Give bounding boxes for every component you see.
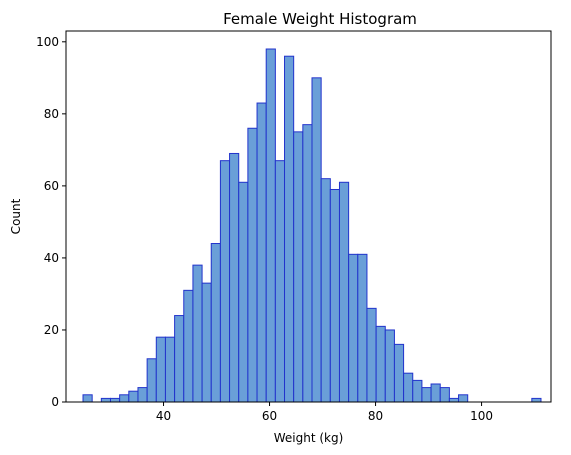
- histogram-bar: [320, 178, 331, 403]
- histogram-bar: [348, 253, 359, 403]
- histogram-bar: [219, 160, 231, 403]
- histogram-bar: [82, 394, 93, 403]
- histogram-bar: [293, 131, 304, 403]
- x-tick-label: 100: [470, 409, 493, 423]
- y-tick-label: 100: [36, 35, 59, 49]
- histogram-bar: [403, 372, 414, 403]
- histogram-bar: [311, 77, 322, 403]
- histogram-bar: [384, 329, 395, 403]
- histogram-bar: [256, 102, 267, 403]
- histogram-bar: [137, 387, 148, 403]
- histogram-bar: [192, 264, 203, 403]
- histogram-bar: [430, 383, 441, 403]
- y-axis-ticks: 0 20 40 60 80 100: [36, 35, 66, 409]
- plot-frame: [65, 30, 552, 403]
- histogram-bar: [338, 181, 350, 403]
- histogram-bar: [155, 336, 166, 403]
- histogram-bar: [109, 397, 121, 403]
- chart-title: Female Weight Histogram: [223, 10, 417, 28]
- histogram-bar: [357, 253, 368, 403]
- histogram-bar: [247, 127, 258, 403]
- histogram-bar: [238, 181, 249, 403]
- bars-group: [82, 48, 542, 403]
- histogram-bar: [329, 188, 340, 403]
- histogram-bar: [421, 387, 432, 403]
- x-axis-label: Weight (kg): [274, 431, 344, 445]
- histogram-bar: [128, 390, 139, 403]
- histogram-bar: [146, 358, 157, 403]
- y-tick-label: 40: [44, 251, 59, 265]
- histogram-bar: [274, 160, 286, 403]
- histogram-bar: [531, 397, 542, 403]
- y-tick-label: 60: [44, 179, 59, 193]
- histogram-bar: [265, 48, 276, 403]
- histogram-bar: [439, 387, 450, 403]
- x-tick-label: 40: [156, 409, 171, 423]
- histogram-bar: [366, 307, 377, 403]
- y-tick-label: 20: [44, 323, 59, 337]
- y-axis-label: Count: [9, 198, 23, 234]
- histogram-bar: [458, 394, 469, 403]
- histogram-bar: [183, 289, 194, 403]
- histogram-bar: [393, 343, 405, 403]
- histogram-bar: [210, 243, 221, 403]
- x-axis-ticks: 40 60 80 100: [156, 402, 493, 423]
- histogram-bar: [302, 124, 313, 403]
- histogram-bar: [412, 379, 423, 403]
- histogram-bar: [100, 397, 111, 403]
- histogram-bar: [164, 336, 176, 403]
- histogram-bar: [448, 397, 460, 403]
- x-tick-label: 80: [368, 409, 383, 423]
- y-tick-label: 0: [51, 395, 59, 409]
- histogram-bar: [229, 152, 240, 403]
- histogram-bar: [201, 282, 212, 403]
- histogram-bar: [119, 394, 130, 403]
- histogram-bar: [284, 55, 295, 403]
- histogram-bar: [174, 315, 185, 403]
- histogram-bar: [375, 325, 386, 403]
- x-tick-label: 60: [262, 409, 277, 423]
- y-tick-label: 80: [44, 107, 59, 121]
